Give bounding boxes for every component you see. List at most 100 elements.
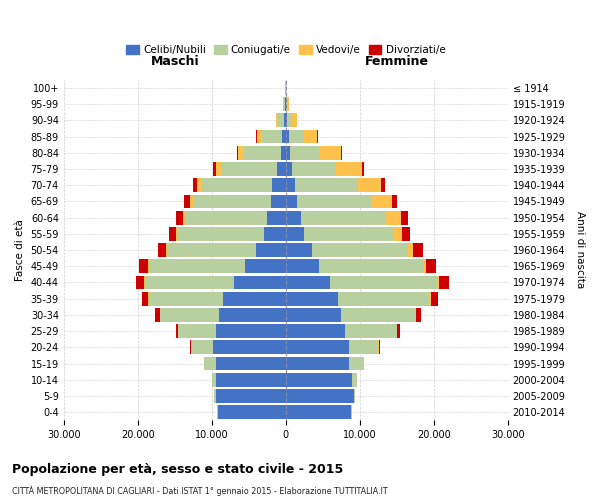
Bar bbox=[351, 406, 352, 419]
Bar bbox=[371, 194, 392, 208]
Bar bbox=[393, 227, 402, 240]
Bar bbox=[223, 292, 286, 306]
Bar bbox=[213, 340, 286, 354]
Bar bbox=[286, 114, 287, 128]
Bar bbox=[219, 308, 286, 322]
Bar bbox=[214, 389, 215, 403]
Bar bbox=[271, 194, 286, 208]
Bar bbox=[423, 260, 425, 273]
Bar bbox=[142, 292, 148, 306]
Bar bbox=[286, 243, 312, 257]
Bar bbox=[215, 373, 286, 386]
Bar bbox=[145, 276, 234, 289]
Bar bbox=[166, 243, 167, 257]
Bar bbox=[218, 406, 286, 419]
Bar bbox=[281, 146, 286, 160]
Text: Maschi: Maschi bbox=[151, 55, 199, 68]
Bar bbox=[431, 292, 439, 306]
Bar bbox=[215, 162, 221, 176]
Bar bbox=[392, 194, 397, 208]
Bar bbox=[319, 146, 341, 160]
Bar bbox=[257, 130, 262, 143]
Bar bbox=[217, 406, 218, 419]
Bar bbox=[352, 373, 357, 386]
Bar bbox=[397, 324, 400, 338]
Bar bbox=[330, 276, 437, 289]
Bar bbox=[287, 98, 289, 111]
Bar bbox=[286, 389, 354, 403]
Bar bbox=[338, 292, 430, 306]
Bar bbox=[178, 324, 215, 338]
Bar bbox=[262, 130, 282, 143]
Bar bbox=[408, 243, 413, 257]
Bar bbox=[301, 210, 386, 224]
Bar bbox=[155, 308, 160, 322]
Text: Femmine: Femmine bbox=[365, 55, 429, 68]
Bar bbox=[287, 114, 292, 128]
Bar bbox=[256, 130, 257, 143]
Bar bbox=[286, 292, 338, 306]
Bar bbox=[341, 308, 415, 322]
Bar bbox=[234, 276, 286, 289]
Bar bbox=[191, 340, 213, 354]
Bar bbox=[416, 308, 421, 322]
Bar bbox=[139, 260, 148, 273]
Bar bbox=[190, 194, 193, 208]
Bar bbox=[349, 356, 364, 370]
Bar bbox=[437, 276, 439, 289]
Bar bbox=[401, 210, 408, 224]
Text: Popolazione per età, sesso e stato civile - 2015: Popolazione per età, sesso e stato civil… bbox=[12, 462, 343, 475]
Bar bbox=[289, 130, 304, 143]
Bar bbox=[402, 227, 410, 240]
Bar bbox=[158, 243, 166, 257]
Bar bbox=[283, 98, 284, 111]
Bar bbox=[176, 324, 178, 338]
Bar bbox=[148, 260, 149, 273]
Text: CITTÀ METROPOLITANA DI CAGLIARI - Dati ISTAT 1° gennaio 2015 - Elaborazione TUTT: CITTÀ METROPOLITANA DI CAGLIARI - Dati I… bbox=[12, 486, 388, 496]
Bar bbox=[386, 210, 401, 224]
Bar bbox=[178, 227, 263, 240]
Bar bbox=[439, 276, 449, 289]
Bar bbox=[341, 146, 343, 160]
Bar bbox=[149, 260, 245, 273]
Bar bbox=[286, 210, 301, 224]
Bar bbox=[169, 227, 176, 240]
Bar bbox=[215, 356, 286, 370]
Bar bbox=[349, 340, 379, 354]
Bar bbox=[286, 162, 292, 176]
Bar bbox=[183, 210, 186, 224]
Bar bbox=[286, 276, 330, 289]
Bar bbox=[430, 292, 431, 306]
Bar bbox=[297, 194, 371, 208]
Bar bbox=[212, 373, 215, 386]
Bar bbox=[221, 162, 277, 176]
Bar bbox=[286, 194, 297, 208]
Bar bbox=[292, 162, 336, 176]
Bar bbox=[160, 308, 219, 322]
Bar bbox=[286, 340, 349, 354]
Legend: Celibi/Nubili, Coniugati/e, Vedovi/e, Divorziati/e: Celibi/Nubili, Coniugati/e, Vedovi/e, Di… bbox=[122, 41, 449, 59]
Bar bbox=[284, 98, 285, 111]
Bar bbox=[286, 130, 289, 143]
Bar bbox=[286, 227, 304, 240]
Bar bbox=[276, 114, 278, 128]
Bar bbox=[345, 324, 397, 338]
Bar bbox=[268, 210, 286, 224]
Bar bbox=[286, 98, 287, 111]
Bar bbox=[278, 114, 284, 128]
Bar bbox=[336, 162, 362, 176]
Bar bbox=[184, 194, 190, 208]
Bar bbox=[295, 178, 358, 192]
Bar bbox=[193, 178, 197, 192]
Bar bbox=[186, 210, 268, 224]
Bar bbox=[256, 243, 286, 257]
Bar bbox=[312, 243, 408, 257]
Bar bbox=[286, 260, 319, 273]
Bar bbox=[282, 130, 286, 143]
Bar bbox=[286, 178, 295, 192]
Bar bbox=[286, 356, 349, 370]
Bar bbox=[272, 178, 286, 192]
Bar bbox=[205, 356, 215, 370]
Bar bbox=[136, 276, 145, 289]
Bar bbox=[319, 260, 423, 273]
